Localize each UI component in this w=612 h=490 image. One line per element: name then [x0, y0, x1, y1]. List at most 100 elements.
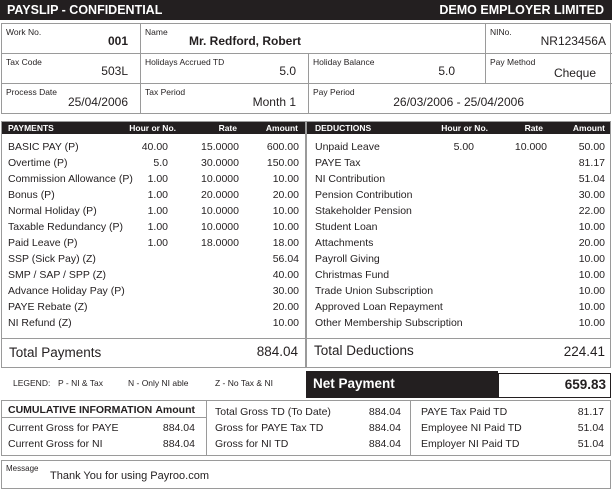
- item-label: Payroll Giving: [315, 253, 380, 265]
- rate-value: 10.0000: [201, 221, 239, 233]
- name-value: Mr. Redford, Robert: [189, 34, 302, 48]
- hours-value: 1.00: [147, 237, 168, 249]
- amount-value: 22.00: [578, 205, 605, 217]
- total-payments-value: 884.04: [256, 344, 298, 359]
- item-label: Student Loan: [315, 221, 378, 233]
- cumulative-info: CUMULATIVE INFORMATION Amount Current Gr…: [1, 400, 611, 456]
- item-label: Other Membership Subscription: [315, 317, 463, 329]
- cumulative-row: Gross for NI TD 884.04: [207, 438, 410, 454]
- total-payments-label: Total Payments: [9, 345, 102, 360]
- item-label: Paid Leave (P): [8, 237, 78, 249]
- amount-value: 10.00: [272, 205, 299, 217]
- item-label: Stakeholder Pension: [315, 205, 412, 217]
- cumulative-row: Employee NI Paid TD 51.04: [411, 422, 610, 438]
- payments-header: PAYMENTS Hour or No. Rate Amount: [2, 122, 305, 134]
- table-row: PAYE Tax 81.17: [307, 157, 610, 173]
- cumulative-label: Current Gross for NI: [8, 438, 103, 450]
- item-label: BASIC PAY (P): [8, 141, 79, 153]
- table-row: Taxable Redundancy (P) 1.00 10.0000 10.00: [2, 221, 305, 237]
- hours-value: 5.00: [453, 141, 474, 153]
- cumulative-col-1: CUMULATIVE INFORMATION Amount Current Gr…: [2, 401, 207, 455]
- employer-name: DEMO EMPLOYER LIMITED: [439, 3, 604, 17]
- cumulative-value: 51.04: [577, 438, 604, 450]
- nino-cell: NINo. NR123456A: [486, 24, 612, 54]
- amount-value: 50.00: [578, 141, 605, 153]
- table-row: BASIC PAY (P) 40.00 15.0000 600.00: [2, 141, 305, 157]
- tax-code-value: 503L: [101, 64, 128, 78]
- item-label: Pension Contribution: [315, 189, 413, 201]
- table-row: Paid Leave (P) 1.00 18.0000 18.00: [2, 237, 305, 253]
- table-row: Pension Contribution 30.00: [307, 189, 610, 205]
- amount-value: 30.00: [272, 285, 299, 297]
- amount-value: 51.04: [578, 173, 605, 185]
- process-date-cell: Process Date 25/04/2006: [2, 84, 141, 114]
- item-label: NI Contribution: [315, 173, 386, 185]
- amount-value: 10.00: [578, 301, 605, 313]
- legend-n: N - Only NI able: [128, 378, 189, 388]
- amount-value: 20.00: [272, 301, 299, 313]
- amount-value: 150.00: [266, 157, 299, 169]
- amount-value: 10.00: [578, 253, 605, 265]
- rate-value: 18.0000: [201, 237, 239, 249]
- rate-value: 10.0000: [201, 173, 239, 185]
- item-label: Overtime (P): [8, 157, 68, 169]
- rate-value: 20.0000: [201, 189, 239, 201]
- table-row: Student Loan 10.00: [307, 221, 610, 237]
- table-row: Normal Holiday (P) 1.00 10.0000 10.00: [2, 205, 305, 221]
- payslip-header: PAYSLIP - CONFIDENTIAL DEMO EMPLOYER LIM…: [0, 0, 612, 20]
- label: Name: [145, 27, 168, 37]
- cumulative-col-2: Total Gross TD (To Date) 884.04 Gross for …: [207, 401, 411, 455]
- amount-value: 81.17: [578, 157, 605, 169]
- cumulative-header: CUMULATIVE INFORMATION Amount: [2, 401, 206, 418]
- item-label: Christmas Fund: [315, 269, 390, 281]
- amount-value: 30.00: [578, 189, 605, 201]
- cumulative-label: Current Gross for PAYE: [8, 422, 119, 434]
- label: Holiday Balance: [313, 57, 375, 67]
- item-label: PAYE Rebate (Z): [8, 301, 88, 313]
- amount-value: 10.00: [578, 285, 605, 297]
- label: NINo.: [490, 27, 512, 37]
- item-label: PAYE Tax: [315, 157, 361, 169]
- divider: [307, 338, 610, 339]
- pay-period-value: 26/03/2006 - 25/04/2006: [393, 95, 524, 109]
- cumulative-value: 51.04: [577, 422, 604, 434]
- table-row: Overtime (P) 5.0 30.0000 150.00: [2, 157, 305, 173]
- item-label: Approved Loan Repayment: [315, 301, 443, 313]
- amount-value: 600.00: [266, 141, 299, 153]
- holiday-balance-cell: Holiday Balance 5.0: [309, 54, 486, 84]
- col-header: Amount: [265, 123, 298, 133]
- nino-value: NR123456A: [540, 34, 606, 48]
- label: Work No.: [6, 27, 42, 37]
- cumulative-col-3: PAYE Tax Paid TD 81.17 Employee NI Paid TD…: [411, 401, 610, 455]
- amount-value: 10.00: [578, 269, 605, 281]
- cumulative-label: Total Gross TD (To Date): [215, 406, 331, 418]
- cumulative-row: Current Gross for PAYE 884.04: [2, 422, 206, 438]
- table-row: Approved Loan Repayment 10.00: [307, 301, 610, 317]
- rate-value: 10.0000: [201, 205, 239, 217]
- amount-value: 10.00: [272, 221, 299, 233]
- label: Tax Period: [145, 87, 186, 97]
- item-label: Unpaid Leave: [315, 141, 380, 153]
- deductions-header: DEDUCTIONS Hour or No. Rate Amount: [307, 122, 610, 134]
- name-cell: Name Mr. Redford, Robert: [141, 24, 486, 54]
- message-box: Message Thank You for using Payroo.com: [1, 460, 611, 489]
- net-payment-label: Net Payment: [313, 376, 395, 391]
- table-row: Payroll Giving 10.00: [307, 253, 610, 269]
- cumulative-value: 884.04: [162, 438, 195, 450]
- item-label: Normal Holiday (P): [8, 205, 97, 217]
- net-payment-value: 659.83: [564, 377, 606, 392]
- hours-value: 1.00: [147, 189, 168, 201]
- cumulative-label: Gross for NI TD: [215, 438, 289, 450]
- tax-period-cell: Tax Period Month 1: [141, 84, 309, 114]
- item-label: Bonus (P): [8, 189, 55, 201]
- amount-value: 40.00: [272, 269, 299, 281]
- table-row: SSP (Sick Pay) (Z) 56.04: [2, 253, 305, 269]
- table-row: Commission Allowance (P) 1.00 10.0000 10.00: [2, 173, 305, 189]
- cumulative-row: Current Gross for NI 884.04: [2, 438, 206, 454]
- table-row: Trade Union Subscription 10.00: [307, 285, 610, 301]
- col-header: Hour or No.: [441, 123, 488, 133]
- label: Tax Code: [6, 57, 42, 67]
- cumulative-label: PAYE Tax Paid TD: [421, 406, 508, 418]
- holidays-accrued-cell: Holidays Accrued TD 5.0: [141, 54, 309, 84]
- amount-value: 10.00: [578, 221, 605, 233]
